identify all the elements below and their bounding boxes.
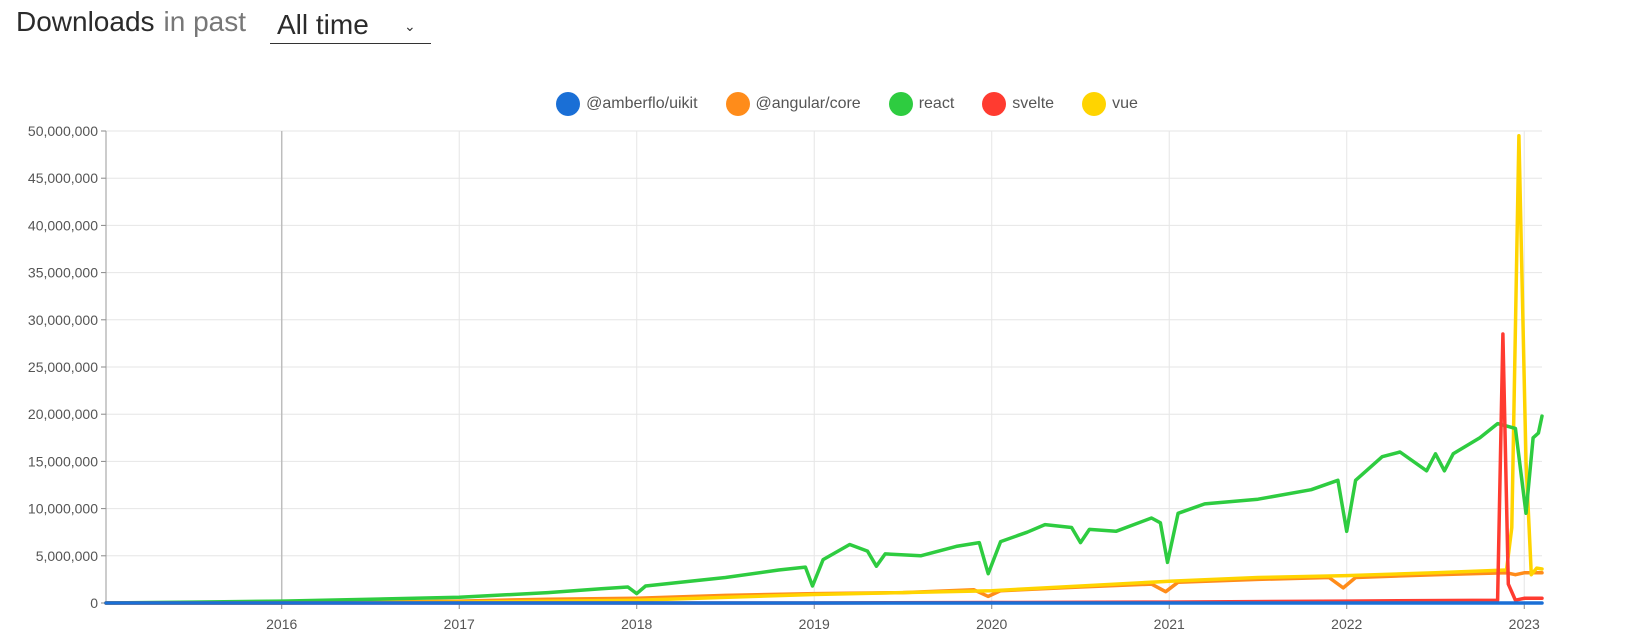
x-tick-label: 2016 (266, 616, 297, 632)
y-tick-label: 0 (90, 595, 98, 611)
legend-item-react[interactable]: react (888, 92, 955, 116)
legend-label: react (918, 95, 955, 112)
x-tick-label: 2023 (1509, 616, 1540, 632)
y-tick-label: 30,000,000 (28, 312, 98, 328)
x-tick-label: 2017 (444, 616, 475, 632)
header: Downloads in past (16, 6, 246, 46)
y-tick-label: 35,000,000 (28, 265, 98, 281)
chart-legend: @amberflo/uikit @angular/core react svelte v… (0, 92, 1649, 116)
page-title: Downloads (16, 6, 155, 37)
legend-label: vue (1112, 95, 1138, 112)
y-tick-label: 15,000,000 (28, 453, 98, 469)
x-tick-label: 2020 (976, 616, 1007, 632)
chevron-down-icon: ⌄ (404, 18, 416, 34)
series-line-svelte (104, 332, 1544, 605)
y-tick-label: 45,000,000 (28, 170, 98, 186)
legend-label: svelte (1012, 95, 1055, 112)
legend-label: @angular/core (755, 95, 861, 112)
time-range-select[interactable]: All time ⌄ (270, 6, 431, 44)
legend-item-angular-core[interactable]: @angular/core (725, 92, 861, 116)
x-tick-label: 2022 (1331, 616, 1362, 632)
x-tick-label: 2021 (1154, 616, 1185, 632)
legend-item-svelte[interactable]: svelte (982, 92, 1054, 116)
legend-swatch (556, 92, 581, 116)
legend-swatch (1082, 92, 1107, 116)
y-tick-label: 10,000,000 (28, 501, 98, 517)
y-tick-label: 20,000,000 (28, 406, 98, 422)
time-range-value: All time (277, 9, 369, 40)
legend-swatch (725, 92, 750, 116)
legend-item-vue[interactable]: vue (1082, 92, 1138, 116)
y-tick-label: 40,000,000 (28, 217, 98, 233)
page-subtitle: in past (163, 6, 247, 37)
legend-label: @amberflo/uikit (586, 95, 698, 112)
legend-item-amberflo-uikit[interactable]: @amberflo/uikit (556, 92, 698, 116)
legend-swatch (888, 92, 913, 116)
x-tick-label: 2018 (621, 616, 652, 632)
legend-swatch (982, 92, 1007, 116)
series-line-react (104, 414, 1544, 605)
y-tick-label: 25,000,000 (28, 359, 98, 375)
x-tick-label: 2019 (799, 616, 830, 632)
series-line-vue (104, 133, 1544, 605)
y-tick-label: 5,000,000 (36, 548, 98, 564)
y-tick-label: 50,000,000 (28, 123, 98, 139)
